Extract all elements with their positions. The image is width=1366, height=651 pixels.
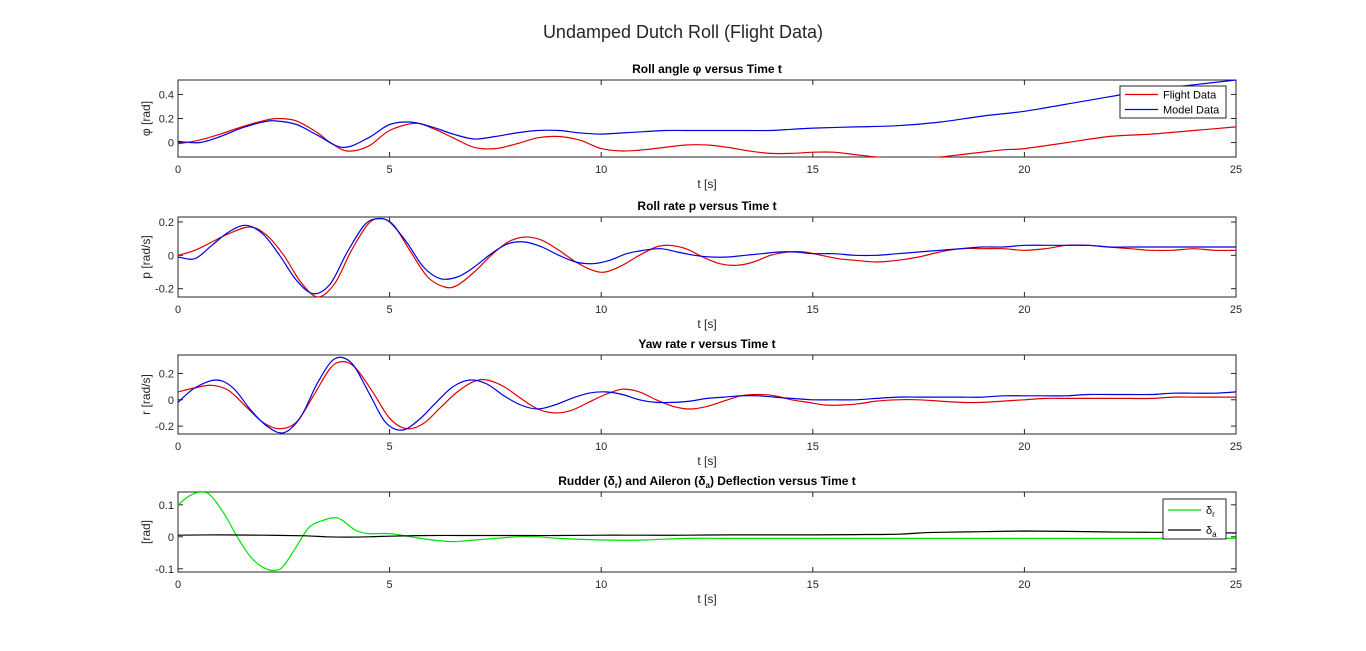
y-tick-label: 0.1 <box>159 500 174 512</box>
x-tick-label: 20 <box>1018 441 1030 453</box>
legend-box <box>1119 85 1227 119</box>
y-tick-label: -0.2 <box>155 284 174 296</box>
y-axis-label: p [rad/s] <box>139 235 153 278</box>
legend-symbol: δ <box>1206 505 1212 517</box>
subplot-title: Rudder (δr) and Aileron (δa) Deflection … <box>558 474 856 490</box>
y-axis-label: r [rad/s] <box>139 374 153 415</box>
x-tick-label: 20 <box>1018 304 1030 316</box>
x-axis-label: t [s] <box>697 317 716 331</box>
x-axis-label: t [s] <box>697 177 716 191</box>
subplot-title-part: δ <box>608 474 615 488</box>
x-tick-label: 10 <box>595 441 607 453</box>
x-tick-label: 15 <box>807 579 819 591</box>
legend-label: Flight Data <box>1163 90 1217 102</box>
x-tick-label: 25 <box>1230 164 1242 176</box>
x-tick-label: 20 <box>1018 579 1030 591</box>
legend-subscript: a <box>1212 530 1217 539</box>
subplots: 0 5 10 15 20 25 0 0.2 0.4 Roll angle φ versus Tim… <box>139 62 1242 606</box>
subplot-title: Roll angle φ versus Time t <box>632 62 782 76</box>
x-tick-label: 15 <box>807 164 819 176</box>
y-tick-label: 0.2 <box>159 217 174 229</box>
subplot-title: Yaw rate r versus Time t <box>638 337 775 351</box>
series-line-a <box>178 218 1236 297</box>
x-tick-label: 5 <box>387 304 393 316</box>
legend-label: δr <box>1206 505 1215 519</box>
x-tick-label: 10 <box>595 164 607 176</box>
legend-label: δa <box>1206 525 1217 539</box>
figure-title: Undamped Dutch Roll (Flight Data) <box>543 22 823 42</box>
legend-symbol: δ <box>1206 525 1212 537</box>
subplot-title-part: δ <box>698 474 705 488</box>
plot-area <box>177 354 1237 435</box>
subplot-title-part: ) Deflection versus Time t <box>710 474 856 488</box>
plot-area <box>177 491 1237 573</box>
subplot-title-part: Rudder ( <box>558 474 607 488</box>
y-tick-label: -0.1 <box>155 564 174 576</box>
legend: Flight Data Model Data <box>1119 85 1227 119</box>
x-tick-label: 15 <box>807 304 819 316</box>
y-tick-label: 0.4 <box>159 89 174 101</box>
x-tick-label: 5 <box>387 579 393 591</box>
legend-box <box>1162 498 1227 540</box>
y-tick-label: 0.2 <box>159 368 174 380</box>
series-line-b <box>178 530 1236 538</box>
x-tick-label: 0 <box>175 579 181 591</box>
subplot-title-part: ) and Aileron ( <box>618 474 698 488</box>
legend-label: Model Data <box>1163 105 1220 117</box>
series-line-a <box>178 492 1236 572</box>
series-line-a <box>178 360 1236 430</box>
subplot-title-part: r <box>615 481 618 490</box>
x-tick-label: 25 <box>1230 304 1242 316</box>
x-tick-label: 10 <box>595 579 607 591</box>
x-tick-label: 25 <box>1230 441 1242 453</box>
y-tick-label: 0 <box>168 250 174 262</box>
y-tick-label: 0 <box>168 138 174 150</box>
x-tick-label: 5 <box>387 441 393 453</box>
y-tick-label: 0 <box>168 532 174 544</box>
x-tick-label: 20 <box>1018 164 1030 176</box>
x-tick-label: 15 <box>807 441 819 453</box>
x-axis-label: t [s] <box>697 592 716 606</box>
x-tick-label: 10 <box>595 304 607 316</box>
subplot-title-part: a <box>705 481 710 490</box>
x-tick-label: 0 <box>175 441 181 453</box>
y-axis-label: φ [rad] <box>139 101 153 136</box>
series-line-b <box>178 356 1236 434</box>
x-tick-label: 0 <box>175 164 181 176</box>
subplot-1: 0 5 10 15 20 25 0 0.2 0.4 Roll angle φ versus Tim… <box>139 62 1242 191</box>
x-axis-label: t [s] <box>697 454 716 468</box>
y-axis-label: [rad] <box>139 520 153 544</box>
legend-subscript: r <box>1212 510 1215 519</box>
x-tick-label: 25 <box>1230 579 1242 591</box>
y-tick-label: 0 <box>168 395 174 407</box>
y-tick-label: 0.2 <box>159 114 174 126</box>
subplot-title: Roll rate p versus Time t <box>637 199 776 213</box>
series-line-b <box>178 217 1236 295</box>
x-tick-label: 5 <box>387 164 393 176</box>
x-tick-label: 0 <box>175 304 181 316</box>
y-tick-label: -0.2 <box>155 421 174 433</box>
series-line-b <box>178 80 1236 149</box>
